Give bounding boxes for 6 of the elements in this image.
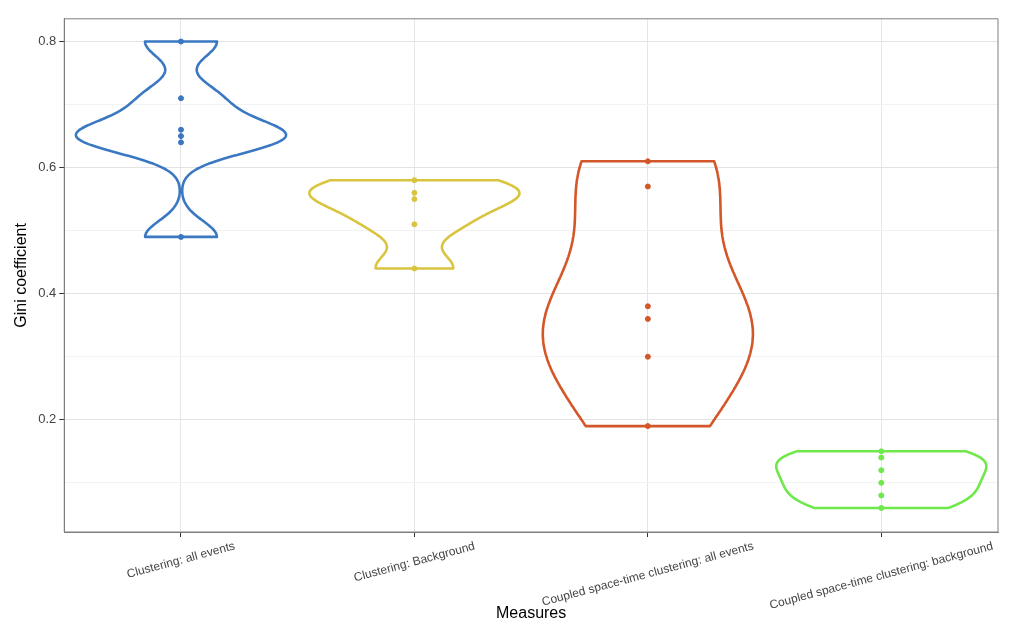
x-tick-label: Clustering: all events [125,538,237,581]
y-tick-label: 0.2 [38,411,57,427]
y-tick-label: 0.6 [38,159,57,175]
y-axis-title: Gini coefficient [12,222,30,328]
y-tick-label: 0.8 [38,33,57,49]
y-tick-label: 0.4 [38,285,57,301]
